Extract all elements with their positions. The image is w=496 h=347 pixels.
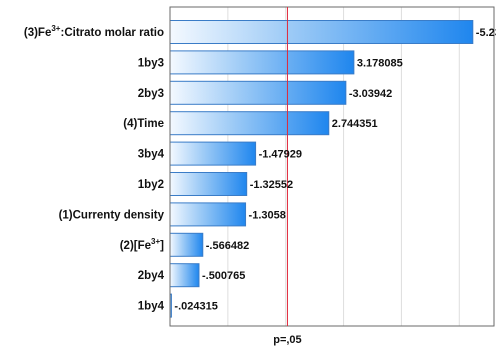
bar xyxy=(169,141,257,166)
bars xyxy=(169,20,474,318)
bar xyxy=(169,172,248,196)
bar xyxy=(169,202,247,227)
value-label: 2.744351 xyxy=(332,118,378,130)
category-label: 2by3 xyxy=(138,88,164,100)
plot-frame xyxy=(169,6,495,327)
value-label: -3.03942 xyxy=(349,88,392,100)
category-label: (1)Currenty density xyxy=(59,209,165,221)
value-label: -1.32552 xyxy=(250,179,293,191)
category-label: 2by4 xyxy=(138,270,165,282)
value-label: -5.2336 xyxy=(476,27,496,39)
bar xyxy=(169,80,347,105)
value-label: -.500765 xyxy=(202,270,245,282)
category-labels: (3)Fe3+:Citrato molar ratio 1by3 2by3 (4)Ti… xyxy=(24,24,165,313)
value-label: -.024315 xyxy=(174,301,217,313)
bar xyxy=(169,20,474,44)
bar xyxy=(169,263,200,288)
reference-line-label: p=,05 xyxy=(273,334,301,346)
value-label: -1.3058 xyxy=(249,209,286,221)
value-label: -.566482 xyxy=(206,240,249,252)
value-label: -1.47929 xyxy=(259,149,302,161)
bar xyxy=(169,50,355,75)
category-label: 1by4 xyxy=(138,301,165,313)
category-label: (3)Fe3+:Citrato molar ratio xyxy=(24,24,164,39)
value-label: 3.178085 xyxy=(357,57,403,69)
category-label: (2)[Fe3+] xyxy=(120,237,164,252)
category-label: 1by3 xyxy=(138,57,164,69)
value-labels: -5.2336 3.178085 -3.03942 2.744351 -1.47929 -… xyxy=(174,27,496,313)
reference-line-group: p=,05 xyxy=(273,7,302,346)
bar xyxy=(169,232,204,257)
category-label: 1by2 xyxy=(138,179,164,191)
category-label: (4)Time xyxy=(123,118,164,130)
category-label: 3by4 xyxy=(138,149,165,161)
bar xyxy=(169,111,330,136)
